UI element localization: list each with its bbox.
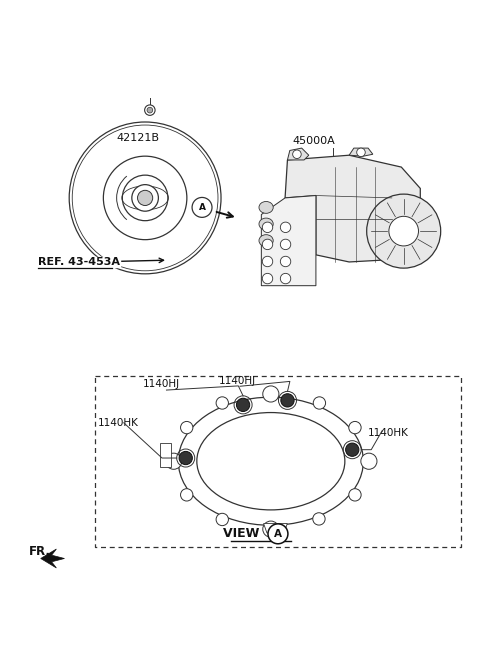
Circle shape (180, 421, 193, 433)
Circle shape (313, 397, 325, 409)
Ellipse shape (259, 218, 273, 230)
Circle shape (349, 421, 361, 433)
Circle shape (262, 222, 273, 233)
Circle shape (147, 107, 153, 113)
Ellipse shape (197, 413, 345, 510)
Circle shape (280, 256, 291, 266)
Text: 1140HK: 1140HK (368, 427, 409, 437)
Polygon shape (349, 148, 373, 156)
Ellipse shape (259, 235, 273, 246)
Circle shape (216, 397, 228, 409)
Circle shape (361, 453, 377, 469)
Circle shape (263, 521, 279, 537)
Polygon shape (288, 148, 309, 160)
Circle shape (237, 398, 250, 411)
Ellipse shape (259, 201, 273, 213)
Polygon shape (264, 523, 288, 533)
Circle shape (263, 386, 279, 402)
Circle shape (293, 150, 301, 158)
Text: A: A (199, 203, 205, 212)
Circle shape (216, 513, 228, 525)
Circle shape (357, 148, 365, 156)
Circle shape (180, 488, 193, 501)
Circle shape (262, 239, 273, 250)
Polygon shape (285, 155, 420, 262)
Text: A: A (274, 529, 282, 539)
Circle shape (144, 105, 155, 115)
Circle shape (262, 256, 273, 266)
Circle shape (137, 191, 153, 205)
Circle shape (166, 453, 182, 469)
Circle shape (122, 175, 168, 221)
Ellipse shape (179, 397, 363, 525)
Polygon shape (41, 549, 64, 568)
Circle shape (367, 194, 441, 268)
Text: REF. 43-453A: REF. 43-453A (38, 257, 120, 267)
Text: 45000A: 45000A (292, 136, 335, 146)
Circle shape (262, 273, 273, 284)
Text: 1140HJ: 1140HJ (143, 378, 180, 389)
Text: 1140HK: 1140HK (97, 418, 139, 428)
Circle shape (389, 216, 419, 246)
Circle shape (346, 443, 359, 456)
Polygon shape (261, 195, 316, 286)
Circle shape (280, 273, 291, 284)
Circle shape (132, 185, 158, 211)
Circle shape (103, 156, 187, 240)
Circle shape (280, 239, 291, 250)
Circle shape (69, 122, 221, 274)
Circle shape (349, 488, 361, 501)
Circle shape (313, 513, 325, 525)
Circle shape (281, 394, 294, 407)
Circle shape (280, 222, 291, 233)
Circle shape (268, 524, 288, 544)
Text: 42121B: 42121B (117, 134, 159, 144)
Circle shape (192, 197, 212, 217)
Circle shape (179, 452, 192, 464)
Polygon shape (159, 443, 171, 467)
Text: 1140HJ: 1140HJ (219, 376, 256, 386)
Text: VIEW: VIEW (223, 527, 264, 540)
Text: FR.: FR. (29, 546, 51, 558)
